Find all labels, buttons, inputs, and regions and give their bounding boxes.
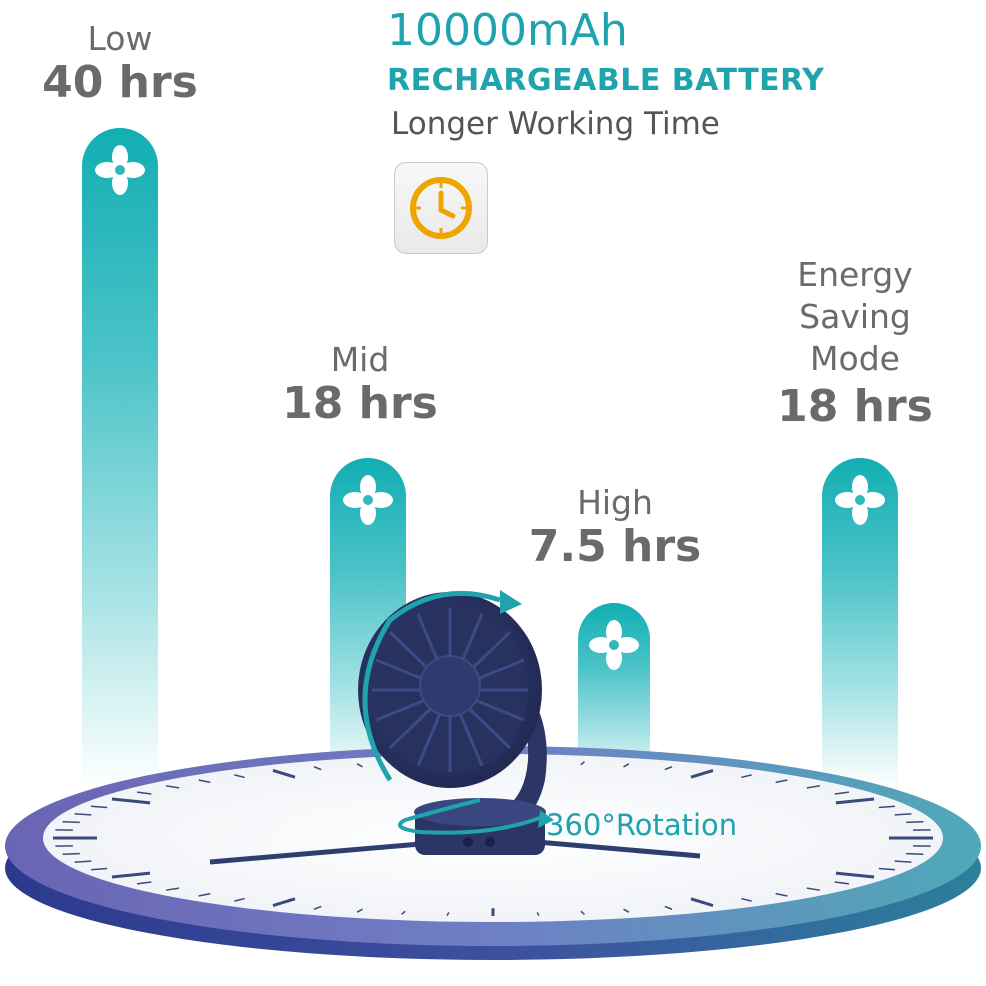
clock-tick <box>90 867 108 871</box>
battery-title: RECHARGEABLE BATTERY <box>387 63 825 98</box>
mode-high-hours: 7.5 hrs <box>528 521 702 572</box>
clock-tick <box>74 860 92 863</box>
clock-tick <box>401 910 406 915</box>
rotation-label: 360°Rotation <box>546 808 738 842</box>
clock-tick <box>878 805 896 809</box>
clock-tick <box>165 785 180 789</box>
clock-tick <box>313 905 322 910</box>
clock-tick <box>536 912 540 916</box>
clock-tick <box>356 763 363 768</box>
clock-tick <box>90 805 108 809</box>
mode-high: High 7.5 hrs <box>515 484 715 572</box>
clock-tick <box>165 887 180 891</box>
mode-energy-label-2: Saving <box>799 297 911 336</box>
clock-tick <box>580 910 585 915</box>
mode-low: Low 40 hrs <box>40 20 200 108</box>
clock-tick <box>690 769 714 779</box>
fan-icon <box>95 145 145 195</box>
clock-icon-tile <box>394 162 488 254</box>
clock-tick <box>894 813 912 816</box>
clock-tick <box>356 908 363 913</box>
mode-energy-saving: Energy Saving Mode 18 hrs <box>760 254 950 432</box>
clock-tick <box>234 774 245 779</box>
fan-icon <box>343 475 393 525</box>
clock-tick <box>894 860 912 863</box>
mode-mid-hours: 18 hrs <box>282 378 438 429</box>
desk-fan-image <box>358 590 554 855</box>
clock-tick <box>446 912 450 916</box>
clock-tick <box>580 761 585 766</box>
clock-tick <box>623 908 630 913</box>
clock-tick <box>741 897 752 902</box>
clock-tick <box>806 887 821 891</box>
clock-tick <box>834 881 850 885</box>
clock-tick <box>62 821 80 824</box>
clock-tick <box>878 867 896 871</box>
mode-high-label: High <box>577 483 653 522</box>
bar-low <box>82 128 158 788</box>
mode-energy-label-3: Mode <box>810 339 900 378</box>
clock-tick <box>775 779 788 784</box>
clock-tick <box>664 905 673 910</box>
clock-tick <box>272 769 296 779</box>
clock-tick <box>272 897 296 907</box>
clock-tick <box>111 871 151 879</box>
clock-tick <box>690 897 714 907</box>
clock-tick <box>74 813 92 816</box>
fan-icon <box>835 475 885 525</box>
tagline: Longer Working Time <box>391 106 720 142</box>
clock-tick <box>806 785 821 789</box>
clock-tick <box>741 774 752 779</box>
clock-tick <box>664 766 673 771</box>
clock-icon <box>410 177 472 239</box>
clock-tick <box>775 892 788 897</box>
bar-energy-saving <box>822 458 898 788</box>
mode-energy-label-1: Energy <box>797 255 913 294</box>
clock-tick <box>834 791 850 795</box>
clock-tick <box>198 892 211 897</box>
clock-tick <box>136 881 152 885</box>
clock-tick <box>623 763 630 768</box>
clock-tick <box>835 871 875 879</box>
fan-icon <box>589 620 639 670</box>
mode-energy-hours: 18 hrs <box>777 381 933 432</box>
rotation-arrow-icon <box>362 590 501 782</box>
clock-tick <box>136 791 152 795</box>
clock-tick <box>234 897 245 902</box>
capacity-title: 10000mAh <box>387 5 628 56</box>
clock-tick <box>313 766 322 771</box>
clock-tick <box>835 797 875 805</box>
mode-mid: Mid 18 hrs <box>270 341 450 429</box>
clock-tick <box>906 821 924 824</box>
mode-mid-label: Mid <box>330 340 390 379</box>
clock-tick <box>906 852 924 855</box>
clock-tick <box>198 779 211 784</box>
clock-tick <box>111 797 151 805</box>
mode-low-label: Low <box>87 19 153 58</box>
clock-tick <box>62 852 80 855</box>
mode-low-hours: 40 hrs <box>42 57 198 108</box>
